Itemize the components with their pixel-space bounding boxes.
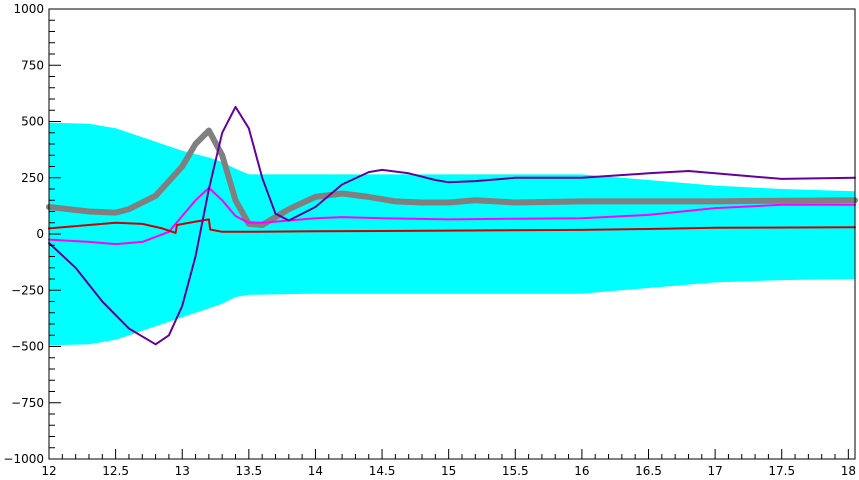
- series-line-1: [46, 127, 858, 228]
- y-tick-label: −500: [11, 340, 44, 354]
- x-tick-label: 16: [574, 464, 589, 478]
- x-tick-label: 17.5: [768, 464, 795, 478]
- x-tick-label: 12: [41, 464, 56, 478]
- uncertainty-band: [49, 122, 855, 346]
- x-tick-label: 12.5: [102, 464, 129, 478]
- y-axis: 1000 750 500 250 0 −250 −500 −750 −1000: [3, 2, 61, 466]
- series-line-3: [48, 218, 856, 234]
- series-line-4: [48, 105, 856, 346]
- x-tick-label: 17: [707, 464, 722, 478]
- series-lines: [46, 105, 858, 346]
- x-tick-label: 15: [441, 464, 456, 478]
- x-tick-label: 14.5: [369, 464, 396, 478]
- x-tick-label: 13: [175, 464, 190, 478]
- y-tick-label: 250: [21, 171, 44, 185]
- x-tick-label: 14: [308, 464, 323, 478]
- x-axis: 12 12.5 13 13.5 14 14.5 15 15.5 16 16.5 17 17.5 18: [41, 449, 856, 478]
- x-tick-label: 13.5: [235, 464, 262, 478]
- x-tick-label: 18: [841, 464, 856, 478]
- series-line-2: [48, 186, 856, 246]
- y-tick-label: −750: [11, 396, 44, 410]
- y-tick-label: −1000: [3, 452, 44, 466]
- y-tick-label: 750: [21, 58, 44, 72]
- y-tick-label: 1000: [13, 2, 44, 16]
- x-tick-label: 16.5: [635, 464, 662, 478]
- y-tick-label: −250: [11, 283, 44, 297]
- y-tick-label: 0: [36, 227, 44, 241]
- x-tick-label: 15.5: [502, 464, 529, 478]
- y-tick-label: 500: [21, 115, 44, 129]
- band-area: [49, 122, 855, 346]
